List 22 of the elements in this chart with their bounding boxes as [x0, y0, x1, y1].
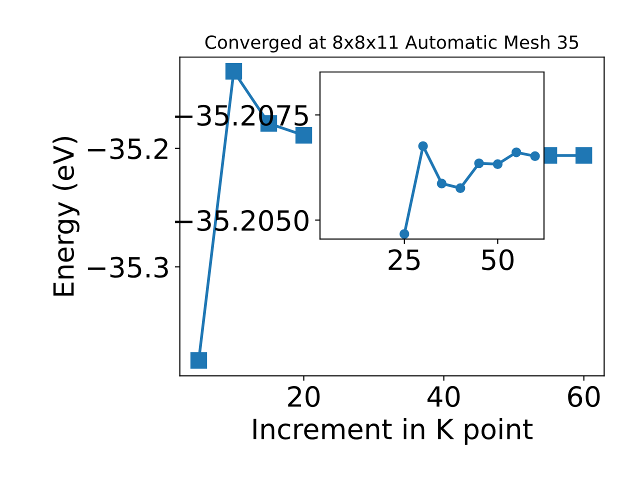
- point: [295, 126, 312, 144]
- x-tick-label: 25: [388, 249, 420, 270]
- x-tick-label: 20: [288, 386, 320, 408]
- x-tick-label: 60: [568, 386, 600, 408]
- point: [456, 183, 466, 193]
- chart-title: Converged at 8x8x11 Automatic Mesh 35: [205, 35, 578, 53]
- y-tick-label: −35.3: [88, 256, 168, 278]
- point: [576, 147, 592, 164]
- point: [400, 229, 410, 239]
- point: [225, 63, 242, 80]
- point: [190, 352, 208, 369]
- point: [492, 159, 503, 170]
- x-tick-label: 50: [482, 249, 514, 270]
- point: [474, 158, 484, 168]
- y-tick-label: −35.2: [88, 138, 168, 160]
- point: [512, 148, 522, 158]
- x-axis-title: Increment in K point: [253, 418, 533, 445]
- point: [418, 141, 428, 151]
- point: [530, 151, 540, 162]
- point: [436, 178, 447, 188]
- x-tick-label: 40: [428, 386, 460, 408]
- y-axis-title: Energy (eV): [52, 136, 80, 296]
